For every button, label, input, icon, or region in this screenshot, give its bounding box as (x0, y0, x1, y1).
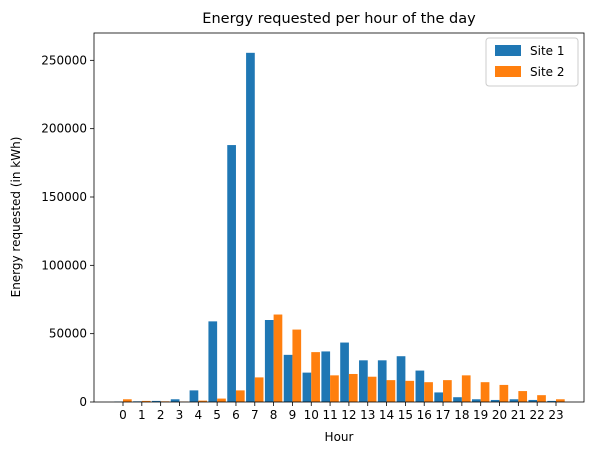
x-tick-label: 21 (511, 408, 526, 422)
bar-site-2-hour-7 (254, 377, 264, 402)
bar-site-1-hour-9 (283, 354, 293, 402)
x-tick-label: 8 (270, 408, 278, 422)
legend-label-site-1: Site 1 (530, 44, 565, 58)
bar-site-1-hour-21 (509, 399, 519, 402)
x-tick-label: 12 (341, 408, 356, 422)
legend-label-site-2: Site 2 (530, 65, 565, 79)
bar-site-1-hour-4 (189, 390, 199, 402)
x-tick-label: 17 (435, 408, 450, 422)
x-tick-label: 4 (194, 408, 202, 422)
bar-site-2-hour-18 (461, 375, 471, 402)
bar-site-1-hour-23 (547, 400, 556, 402)
legend-swatch-site-2 (495, 66, 521, 77)
bar-site-2-hour-23 (556, 399, 565, 402)
bar-site-2-hour-10 (311, 352, 320, 402)
bar-site-2-hour-19 (480, 382, 490, 402)
x-tick-label: 7 (251, 408, 259, 422)
chart-title: Energy requested per hour of the day (202, 11, 476, 27)
bar-site-2-hour-14 (386, 380, 396, 402)
bar-site-1-hour-12 (340, 342, 349, 402)
x-tick-label: 20 (492, 408, 507, 422)
bar-site-2-hour-12 (348, 373, 358, 402)
bar-site-1-hour-20 (490, 399, 500, 402)
bar-site-2-hour-17 (443, 380, 452, 402)
y-tick-label: 250000 (41, 53, 87, 67)
y-tick-label: 50000 (49, 327, 87, 341)
bar-site-2-hour-4 (198, 400, 207, 402)
bar-site-1-hour-22 (528, 399, 538, 402)
bar-site-2-hour-21 (518, 391, 528, 402)
bar-site-1-hour-15 (396, 356, 406, 402)
bar-site-2-hour-15 (405, 380, 415, 402)
x-axis: 0 1 2 3 4 5 6 7 8 9 10 11 12 13 14 15 16 17 18 19 20 21 22 23 (119, 402, 564, 422)
bar-site-1-hour-10 (302, 372, 312, 402)
legend-swatch-site-1 (495, 45, 521, 56)
bar-site-2-hour-1 (141, 400, 151, 402)
bar-site-1-hour-3 (170, 399, 180, 402)
x-tick-label: 0 (119, 408, 127, 422)
bar-site-1-hour-2 (151, 400, 161, 402)
legend: Site 1 Site 2 (485, 37, 579, 87)
bar-site-1-hour-18 (453, 397, 462, 402)
x-tick-label: 15 (398, 408, 413, 422)
x-tick-label: 22 (530, 408, 545, 422)
bar-site-1-hour-19 (472, 399, 481, 402)
x-tick-label: 9 (289, 408, 297, 422)
x-tick-label: 10 (304, 408, 319, 422)
y-tick-label: 150000 (41, 190, 87, 204)
bar-site-1-hour-16 (415, 370, 425, 402)
x-axis-label: Hour (325, 430, 354, 444)
plot-frame (93, 32, 585, 403)
bar-site-1-hour-13 (359, 360, 368, 402)
x-tick-label: 19 (473, 408, 488, 422)
bar-site-2-hour-22 (537, 395, 546, 402)
x-tick-label: 13 (360, 408, 375, 422)
bar-site-1-hour-14 (377, 360, 387, 402)
bar-site-2-hour-0 (123, 399, 132, 402)
bar-site-2-hour-16 (424, 382, 433, 402)
bar-site-1-hour-6 (227, 145, 236, 402)
bar-site-2-hour-6 (235, 390, 245, 402)
x-tick-label: 2 (157, 408, 165, 422)
x-tick-label: 3 (176, 408, 184, 422)
x-tick-label: 14 (379, 408, 394, 422)
bar-site-2-hour-11 (330, 375, 339, 402)
bar-site-1-hour-7 (246, 52, 255, 402)
bar-site-1-hour-5 (208, 321, 218, 402)
x-tick-label: 1 (138, 408, 146, 422)
bar-site-1-hour-8 (264, 320, 274, 402)
bar-site-2-hour-9 (292, 329, 302, 402)
bar-site-1-hour-11 (321, 351, 331, 402)
bar-site-1-hour-17 (434, 392, 444, 402)
bar-site-2-hour-20 (499, 384, 509, 402)
x-tick-label: 16 (417, 408, 432, 422)
bars-group (114, 52, 565, 402)
x-tick-label: 5 (213, 408, 221, 422)
bar-site-2-hour-13 (367, 376, 377, 402)
x-tick-label: 6 (232, 408, 240, 422)
x-tick-label: 11 (322, 408, 337, 422)
y-tick-label: 0 (79, 395, 87, 409)
x-tick-label: 23 (548, 408, 563, 422)
bar-site-2-hour-8 (273, 314, 283, 402)
y-axis: 0 50000 100000 150000 200000 250000 (41, 53, 94, 409)
y-axis-label: Energy requested (in kWh) (9, 137, 23, 298)
y-tick-label: 100000 (41, 258, 87, 272)
bar-site-2-hour-5 (217, 398, 226, 402)
x-tick-label: 18 (454, 408, 469, 422)
y-tick-label: 200000 (41, 122, 87, 136)
